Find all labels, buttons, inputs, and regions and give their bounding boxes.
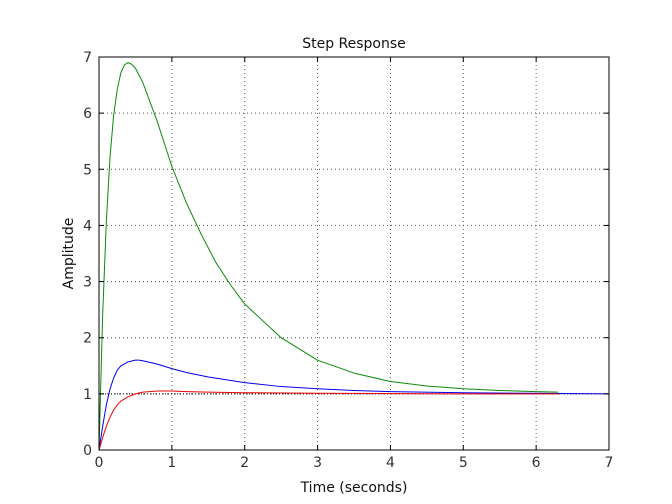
y-tick-label: 1 <box>83 387 92 403</box>
plot-frame <box>98 56 610 451</box>
y-tick-label: 3 <box>83 275 92 291</box>
x-tick-label: 4 <box>386 455 395 471</box>
chart-title: Step Response <box>302 36 406 52</box>
y-tick-label: 2 <box>83 331 92 347</box>
series-line-2 <box>98 359 610 451</box>
y-tick-label: 0 <box>83 443 92 459</box>
x-axis-title: Time (seconds) <box>300 480 408 496</box>
y-tick-label: 5 <box>83 162 92 178</box>
x-tick-label: 3 <box>313 455 322 471</box>
y-tick-label: 4 <box>83 218 92 234</box>
x-tick-label: 2 <box>240 455 249 471</box>
plot-area <box>99 57 609 450</box>
x-tick-label: 0 <box>95 455 104 471</box>
x-tick-label: 6 <box>532 455 541 471</box>
y-axis-title: Amplitude <box>61 218 77 290</box>
series-line-3 <box>98 390 558 451</box>
x-tick-label: 7 <box>605 455 614 471</box>
y-tick-label: 6 <box>83 106 92 122</box>
y-tick-label: 7 <box>83 50 92 66</box>
x-tick-label: 5 <box>459 455 468 471</box>
ticks: 0 1 2 3 4 5 6 7 0 1 2 3 4 5 6 7 <box>83 50 613 471</box>
series-line-1 <box>98 62 559 451</box>
x-tick-label: 1 <box>167 455 176 471</box>
series-layer <box>98 62 610 451</box>
